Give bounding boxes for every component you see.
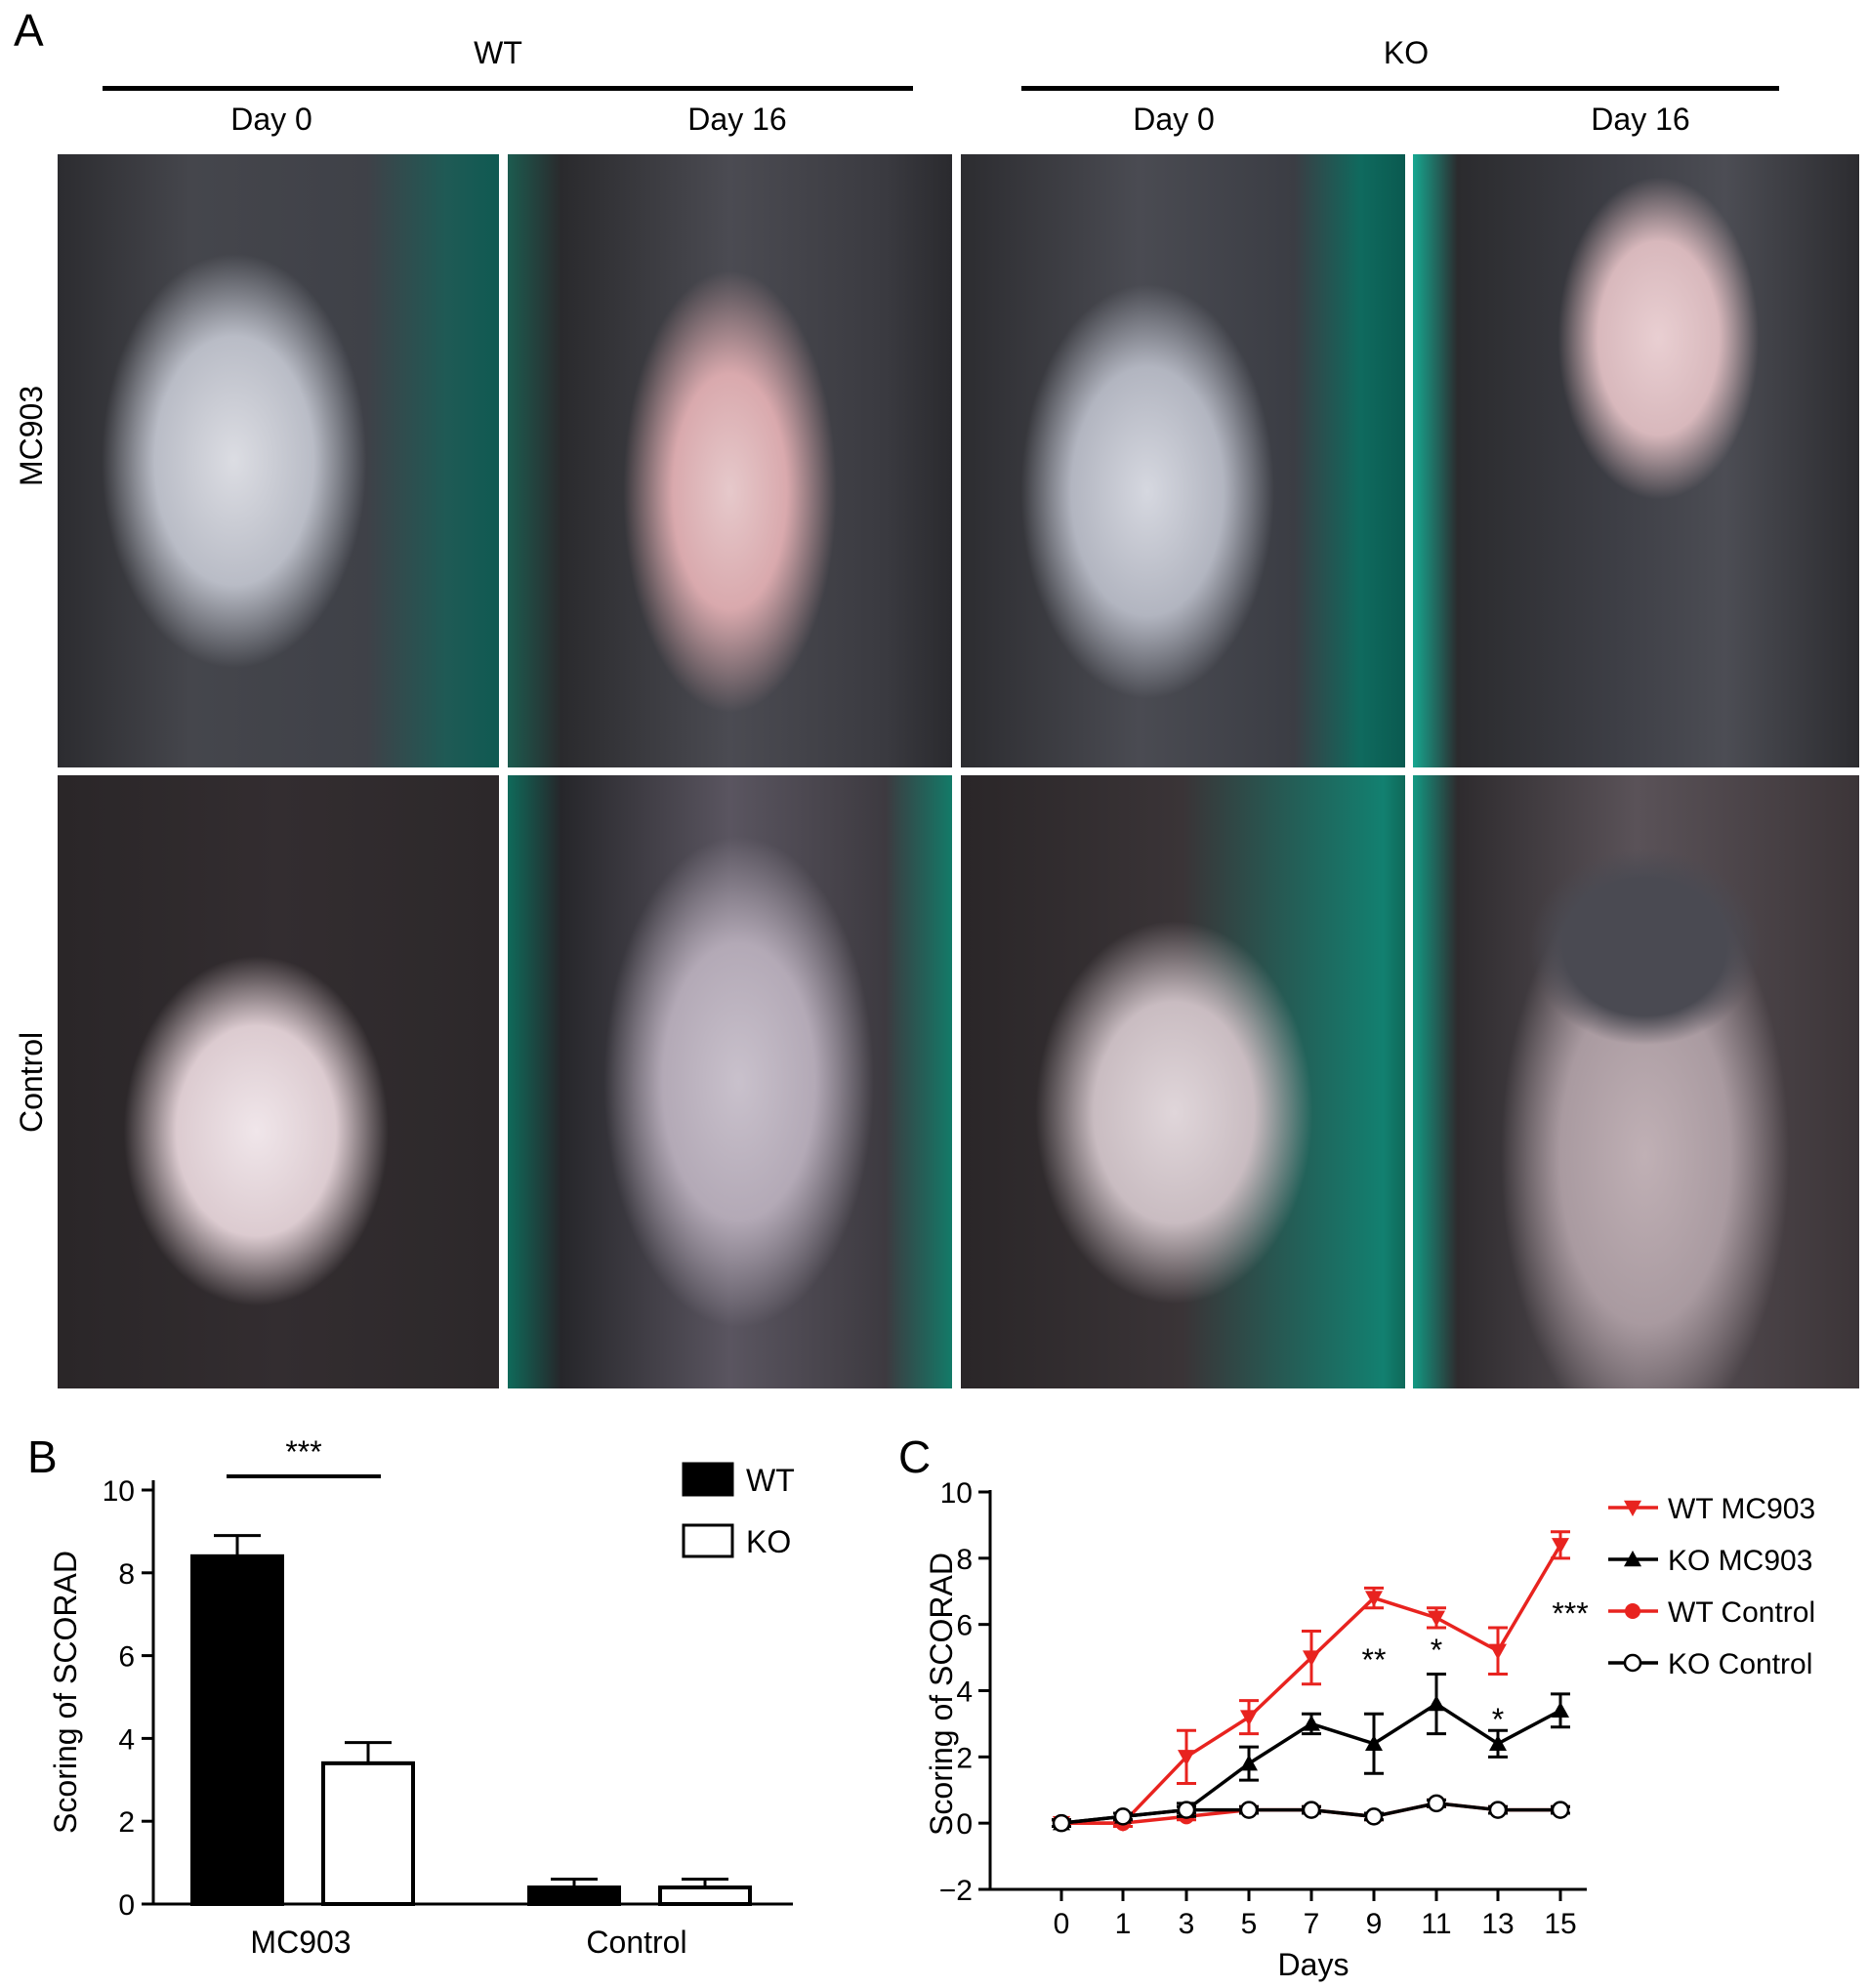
b-significance-label: *** xyxy=(285,1434,321,1470)
b-y-tick-label: 8 xyxy=(118,1558,135,1591)
c-series-wt-mc903 xyxy=(1052,1530,1570,1833)
c-legend-marker-ko-control xyxy=(1623,1653,1642,1673)
photo-wt-control-day0 xyxy=(58,775,499,1388)
b-legend-swatch-ko xyxy=(682,1523,734,1558)
day-label-ko-16: Day 16 xyxy=(1591,102,1690,137)
c-x-tick-label: 13 xyxy=(1481,1908,1514,1940)
panel-a-letter: A xyxy=(14,5,44,56)
c-point-ko-control xyxy=(1177,1801,1196,1819)
b-y-tick-label: 0 xyxy=(118,1889,135,1922)
b-y-label: Scoring of SCORAD xyxy=(48,1551,83,1834)
c-x-tick-label: 11 xyxy=(1421,1908,1451,1940)
c-point-wt-mc903 xyxy=(1428,1610,1445,1627)
b-category-control: Control xyxy=(586,1925,686,1960)
c-point-ko-mc903 xyxy=(1240,1755,1258,1771)
day-label-wt-0: Day 0 xyxy=(230,102,312,137)
c-point-ko-mc903 xyxy=(1365,1734,1383,1751)
row-label-mc903: MC903 xyxy=(14,385,49,486)
c-x-tick-label: 0 xyxy=(1054,1908,1070,1940)
c-point-wt-mc903 xyxy=(1552,1538,1569,1554)
day-label-ko-0: Day 0 xyxy=(1133,102,1215,137)
c-x-tick-label: 9 xyxy=(1366,1908,1383,1940)
photo-ko-control-day16 xyxy=(1413,775,1859,1388)
panel-b-letter: B xyxy=(27,1431,58,1482)
photo-wt-mc903-day16 xyxy=(508,154,952,767)
c-legend-marker-ko-mc903 xyxy=(1624,1551,1641,1567)
photo-wt-mc903-day0 xyxy=(58,154,499,767)
day-label-wt-16: Day 16 xyxy=(687,102,787,137)
c-x-tick-label: 5 xyxy=(1241,1908,1258,1940)
photo-wt-control-day16 xyxy=(508,775,952,1388)
c-y-tick-label: 2 xyxy=(956,1742,973,1774)
c-point-ko-control xyxy=(1052,1813,1071,1833)
c-y-tick-label: −2 xyxy=(939,1875,973,1907)
b-bar-wt-mc903 xyxy=(190,1553,284,1906)
photo-ko-mc903-day0 xyxy=(961,154,1405,767)
c-significance-label: * xyxy=(1492,1702,1504,1737)
b-y-tick-label: 2 xyxy=(118,1806,135,1839)
b-legend-swatch-wt xyxy=(682,1462,734,1497)
c-y-label: Scoring of SCORAD xyxy=(924,1553,959,1836)
c-point-ko-control xyxy=(1364,1807,1384,1826)
c-point-ko-control xyxy=(1302,1801,1321,1819)
c-point-ko-control xyxy=(1239,1801,1259,1819)
c-point-wt-mc903 xyxy=(1303,1650,1320,1667)
group-rule-wt xyxy=(103,86,913,91)
c-y-tick-label: 6 xyxy=(956,1610,973,1642)
c-point-ko-control xyxy=(1113,1807,1133,1826)
c-legend-label-wt-control: WT Control xyxy=(1668,1596,1815,1629)
c-y-tick-label: 4 xyxy=(956,1677,973,1709)
c-x-tick-label: 7 xyxy=(1304,1908,1320,1940)
b-y-tick-label: 4 xyxy=(118,1723,135,1756)
b-y-tick-label: 10 xyxy=(103,1475,135,1508)
c-point-wt-mc903 xyxy=(1178,1750,1195,1766)
b-y-tick-label: 6 xyxy=(118,1641,135,1674)
c-x-label: Days xyxy=(1278,1947,1349,1982)
c-significance-label: *** xyxy=(1552,1596,1588,1632)
c-legend-marker-wt-control xyxy=(1625,1603,1640,1619)
c-x-tick-label: 3 xyxy=(1179,1908,1195,1940)
c-legend-label-wt-mc903: WT MC903 xyxy=(1668,1493,1815,1525)
b-legend-label-wt: WT xyxy=(746,1463,795,1498)
b-bar-ko-control xyxy=(658,1885,752,1907)
c-significance-label: ** xyxy=(1362,1642,1387,1677)
c-legend-label-ko-control: KO Control xyxy=(1668,1648,1812,1680)
panel-c-letter: C xyxy=(898,1431,932,1482)
b-bar-ko-mc903 xyxy=(321,1760,415,1906)
group-label-ko: KO xyxy=(1383,35,1430,70)
c-series-ko-control xyxy=(1052,1794,1570,1833)
c-legend-marker-wt-mc903 xyxy=(1624,1500,1641,1516)
c-point-ko-mc903 xyxy=(1489,1734,1507,1751)
c-point-wt-mc903 xyxy=(1240,1710,1258,1726)
c-point-ko-mc903 xyxy=(1428,1695,1445,1712)
c-x-tick-label: 15 xyxy=(1544,1908,1576,1940)
c-point-wt-mc903 xyxy=(1489,1643,1507,1660)
c-point-ko-mc903 xyxy=(1552,1701,1569,1719)
c-x-tick-label: 1 xyxy=(1115,1908,1132,1940)
c-point-ko-control xyxy=(1427,1794,1446,1813)
c-y-tick-label: 8 xyxy=(956,1544,973,1576)
c-point-wt-mc903 xyxy=(1365,1591,1383,1607)
c-significance-label: * xyxy=(1431,1633,1442,1668)
group-rule-ko xyxy=(1021,86,1779,91)
c-point-ko-control xyxy=(1551,1801,1570,1819)
c-legend-label-ko-mc903: KO MC903 xyxy=(1668,1545,1812,1577)
row-label-control: Control xyxy=(14,1031,49,1133)
b-legend-label-ko: KO xyxy=(746,1524,791,1559)
chart-b: 0 2 4 6 8 10 *** Scoring of SCORAD MC903 Cont… xyxy=(48,1434,795,1960)
c-y-tick-label: 0 xyxy=(956,1808,973,1841)
c-point-ko-control xyxy=(1488,1801,1508,1819)
c-y-tick-label: 10 xyxy=(940,1477,973,1510)
b-bar-wt-control xyxy=(527,1885,621,1907)
group-label-wt: WT xyxy=(474,35,522,70)
b-category-mc903: MC903 xyxy=(250,1925,351,1960)
photo-ko-control-day0 xyxy=(961,775,1405,1388)
photo-ko-mc903-day16 xyxy=(1413,154,1859,767)
c-point-ko-mc903 xyxy=(1303,1715,1320,1731)
